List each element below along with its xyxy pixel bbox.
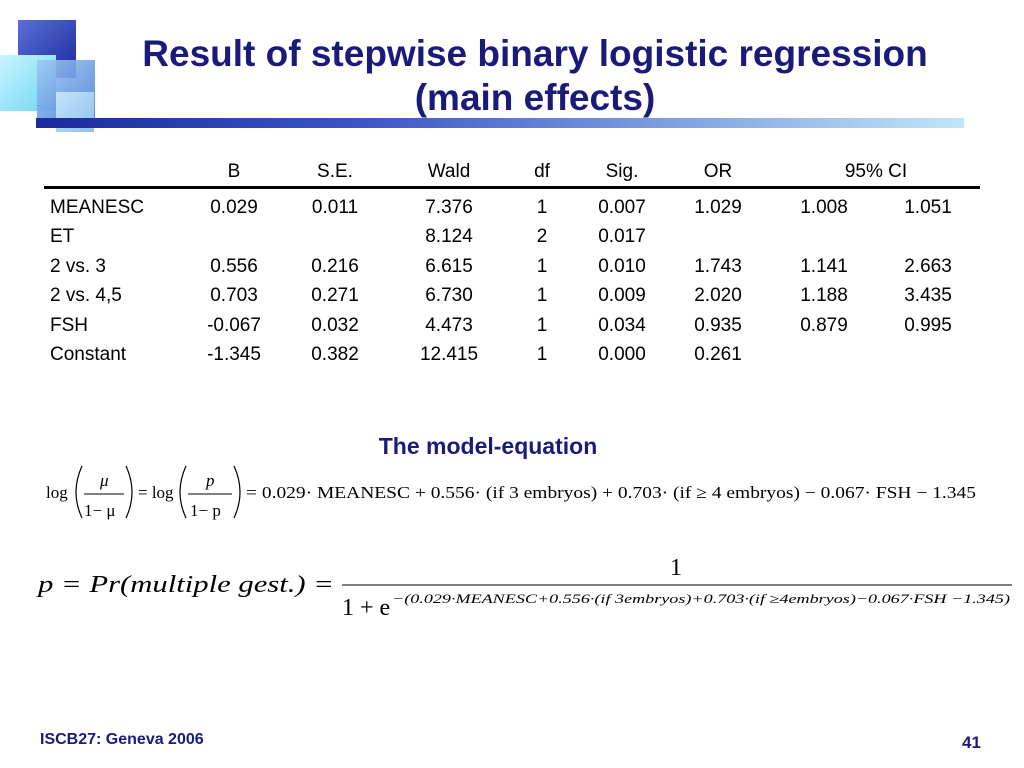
cell-df: 2 (536, 226, 548, 248)
cell-sig: 0.007 (598, 196, 646, 218)
denominator-base: 1 + e (342, 595, 390, 621)
probability-equation: p = Pr(multiple gest.) = 1 1 + e −(0.029… (35, 555, 1012, 621)
row-label: 2 vs. 3 (50, 255, 106, 277)
cell-df: 1 (536, 255, 548, 277)
cell-wald: 8.124 (425, 226, 473, 248)
cell-b: -1.345 (207, 344, 261, 366)
header-cell-ci: 95% CI (772, 158, 980, 189)
row-label: Constant (50, 344, 127, 366)
cell-b: 0.556 (210, 255, 258, 277)
cell-or: 1.029 (694, 196, 742, 218)
cell-se: 0.271 (311, 285, 359, 307)
cell-wald: 6.730 (425, 285, 473, 307)
cell-ci-lower: 1.188 (800, 285, 848, 307)
cell-sig: 0.017 (598, 226, 646, 248)
slide-title-line1: Result of stepwise binary logistic regre… (142, 33, 928, 74)
probability-lhs: p = Pr(multiple gest.) = (35, 572, 334, 598)
header-cell-df: df (504, 158, 580, 189)
left-paren-2 (179, 465, 187, 519)
table-row: FSH -0.067 0.032 4.473 1 0.034 0.935 0.8… (44, 311, 980, 341)
right-paren-1 (125, 465, 133, 519)
slide-title: Result of stepwise binary logistic regre… (80, 32, 990, 120)
row-label: ET (50, 226, 75, 248)
one-minus-mu: 1− μ (84, 501, 115, 520)
cell-wald: 7.376 (425, 196, 473, 218)
header-cell-or: OR (664, 158, 772, 189)
title-underline-bar (36, 118, 964, 128)
page-number: 41 (962, 733, 981, 752)
cell-sig: 0.034 (598, 314, 646, 336)
cell-ci-lower: 1.008 (800, 196, 848, 218)
linear-predictor: = 0.029· MEANESC + 0.556· (if 3 embryos)… (246, 483, 976, 502)
cell-sig: 0.009 (598, 285, 646, 307)
cell-b: 0.703 (210, 285, 258, 307)
exponent-expression: −(0.029·MEANESC+0.556·(if 3embryos)+0.70… (392, 591, 1010, 606)
header-cell-se: S.E. (276, 158, 394, 189)
cell-df: 1 (536, 314, 548, 336)
p-numerator: p (205, 471, 215, 490)
cell-ci-upper: 2.663 (904, 255, 952, 277)
header-cell-b: B (192, 158, 276, 189)
row-label: 2 vs. 4,5 (50, 285, 122, 307)
cell-or: 0.935 (694, 314, 742, 336)
cell-se: 0.382 (311, 344, 359, 366)
left-paren-1 (75, 465, 83, 519)
cell-ci-lower: 1.141 (800, 255, 848, 277)
cell-df: 1 (536, 196, 548, 218)
equals-log: = log (138, 483, 174, 502)
cell-wald: 4.473 (425, 314, 473, 336)
row-label: FSH (50, 314, 88, 336)
cell-sig: 0.000 (598, 344, 646, 366)
table-header-row: B S.E. Wald df Sig. OR 95% CI (44, 158, 980, 189)
cell-b: 0.029 (210, 196, 258, 218)
model-equation-heading: The model-equation (378, 433, 598, 459)
footer-conference: ISCB27: Geneva 2006 (40, 731, 204, 748)
slide-title-line2: (main effects) (414, 77, 656, 118)
table-row: Constant -1.345 0.382 12.415 1 0.000 0.2… (44, 341, 980, 371)
table-row: 2 vs. 3 0.556 0.216 6.615 1 0.010 1.743 … (44, 252, 980, 282)
right-paren-2 (233, 465, 241, 519)
table-row: 2 vs. 4,5 0.703 0.271 6.730 1 0.009 2.02… (44, 282, 980, 312)
cell-or: 0.261 (694, 344, 742, 366)
cell-df: 1 (536, 344, 548, 366)
cell-wald: 12.415 (419, 344, 479, 366)
cell-ci-upper: 0.995 (904, 314, 952, 336)
table-row: MEANESC 0.029 0.011 7.376 1 0.007 1.029 … (44, 188, 980, 223)
header-cell-sig: Sig. (580, 158, 664, 189)
cell-ci-lower: 0.879 (800, 314, 848, 336)
cell-se: 0.216 (311, 255, 359, 277)
one-minus-p: 1− p (190, 501, 221, 520)
cell-se: 0.011 (311, 196, 359, 218)
logit-equation: log μ 1− μ = log p 1− p = 0.029· MEANESC… (46, 465, 976, 520)
cell-df: 1 (536, 285, 548, 307)
cell-wald: 6.615 (425, 255, 473, 277)
cell-b: -0.067 (207, 314, 261, 336)
header-cell-empty (44, 158, 192, 189)
regression-table: B S.E. Wald df Sig. OR 95% CI MEANESC 0.… (44, 158, 980, 370)
cell-sig: 0.010 (598, 255, 646, 277)
fraction-numerator: 1 (670, 555, 682, 581)
mu-numerator: μ (99, 471, 109, 490)
table-row: ET 8.124 2 0.017 (44, 223, 980, 253)
cell-ci-upper: 1.051 (904, 196, 952, 218)
row-label: MEANESC (50, 196, 144, 218)
cell-or: 2.020 (694, 285, 742, 307)
header-cell-wald: Wald (394, 158, 504, 189)
log-label: log (46, 483, 68, 502)
cell-se: 0.032 (311, 314, 359, 336)
cell-ci-upper: 3.435 (904, 285, 952, 307)
cell-or: 1.743 (694, 255, 742, 277)
